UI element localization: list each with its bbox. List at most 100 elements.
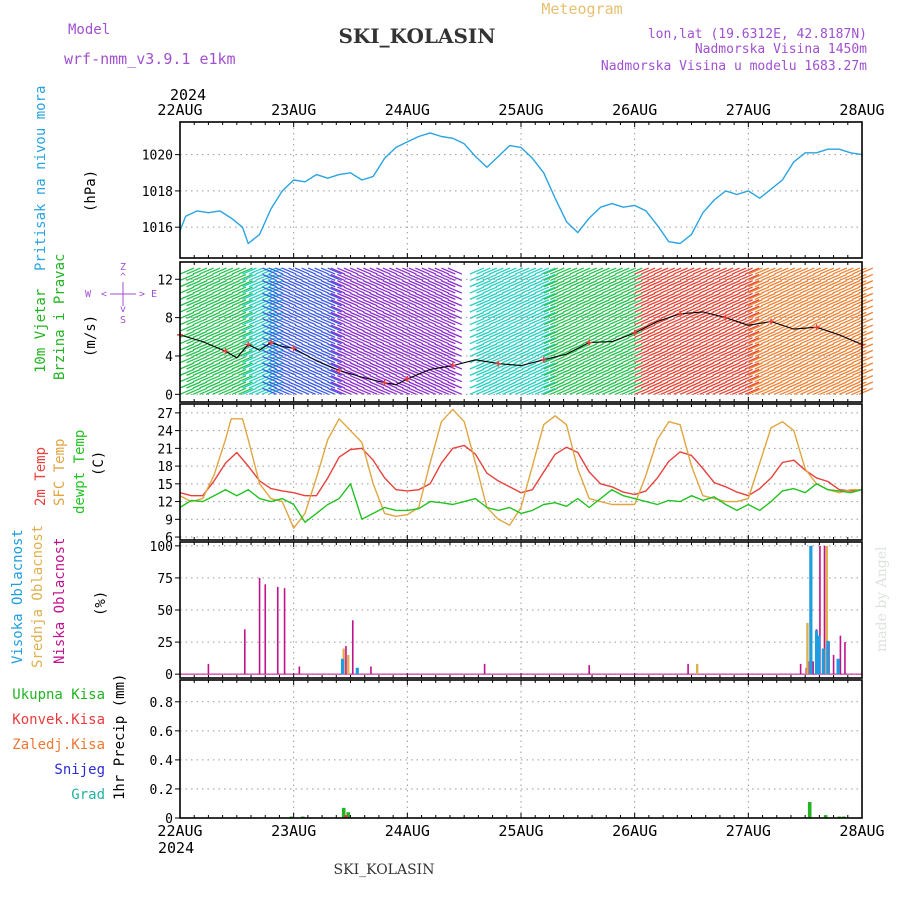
wind-barb [738, 286, 753, 294]
niska-oblacnost-bar [687, 663, 689, 675]
wind-barb [415, 337, 430, 345]
ukupna-kisa-bar [346, 812, 351, 818]
wind-barb [556, 349, 571, 357]
wind-barb [508, 286, 524, 294]
wind-barb [382, 267, 398, 275]
wind-barb [205, 343, 221, 351]
pressure-ytick-label: 1016 [142, 221, 173, 236]
wind-barb [660, 299, 675, 307]
wind-barb [212, 337, 227, 345]
wind-barb [382, 292, 398, 300]
wind-barb [320, 286, 336, 294]
wind-speed-marker [222, 348, 229, 355]
wind-barb [780, 267, 796, 275]
wind-barb [447, 387, 463, 395]
wind-barb [408, 280, 424, 288]
wind-barb [754, 330, 770, 338]
wind-barb [839, 280, 854, 288]
wind-barb [832, 387, 848, 395]
wind-barb [806, 381, 822, 389]
wind-barb [839, 387, 854, 395]
wind-barb [621, 299, 636, 307]
wind-barb [343, 337, 359, 345]
wind-barb [515, 349, 530, 357]
wind-barb [218, 337, 234, 345]
wind-barb [262, 381, 277, 389]
wind-barb [356, 305, 372, 313]
wind-barb [363, 324, 378, 332]
wind-barb [832, 305, 848, 313]
wind-barb [515, 356, 530, 364]
wind-barb [588, 368, 604, 376]
wind-barb [826, 299, 841, 307]
wind-barb [248, 362, 264, 370]
wind-barb [666, 305, 682, 313]
wind-barb [231, 343, 247, 351]
wind-barb [549, 368, 565, 376]
clouds-ytick-label: 0 [165, 668, 173, 683]
wind-barb [495, 280, 511, 288]
wind-barb [343, 267, 359, 275]
wind-barb [192, 280, 208, 288]
wind-barb [780, 286, 796, 294]
wind-barb [839, 343, 854, 351]
wind-barb [205, 305, 221, 313]
wind-barb [382, 280, 398, 288]
wind-barb [686, 337, 701, 345]
wind-barb [495, 387, 511, 395]
wind-barb [327, 349, 342, 357]
wind-barb [294, 330, 310, 338]
wind-barb [320, 387, 336, 395]
wind-barb [441, 381, 456, 389]
wind-barb [482, 349, 498, 357]
wind-barb [225, 292, 240, 300]
wind-barb [179, 280, 195, 288]
wind-barb [402, 305, 417, 313]
visoka-oblacnost-bar [826, 640, 830, 675]
wind-barb [288, 273, 303, 282]
wind-barb [441, 387, 456, 395]
wind-barb [627, 318, 643, 326]
wind-barb [767, 381, 783, 389]
wind-barb [634, 337, 649, 345]
wind-barb [666, 368, 682, 376]
wind-barb [852, 387, 867, 395]
wind-barb [330, 343, 346, 351]
wind-barb [692, 362, 708, 370]
wind-barb [421, 349, 437, 357]
wind-barb [314, 375, 329, 383]
wind-barb [787, 387, 802, 395]
wind-barb [712, 305, 727, 313]
wind-barb [845, 292, 861, 300]
wind-barb [502, 330, 517, 338]
wind-barb [819, 362, 835, 370]
wind-barb [395, 349, 411, 357]
wind-barb [476, 292, 491, 300]
wind-barb [534, 267, 550, 275]
wind-barb [774, 337, 789, 345]
wind-barb [281, 305, 297, 313]
wind-barb [382, 273, 398, 282]
wind-barb [673, 349, 688, 357]
wind-barb [575, 381, 591, 389]
wind-barb [819, 280, 835, 288]
wind-barb [718, 362, 734, 370]
wind-barb [294, 324, 310, 332]
wind-barb [767, 387, 783, 395]
wind-barb [408, 267, 424, 275]
wind-barb [408, 286, 424, 294]
wind-barb [813, 280, 828, 288]
wind-barb [819, 356, 835, 364]
wind-barb [231, 368, 247, 376]
wind-barb [569, 286, 584, 294]
wind-barb [515, 318, 530, 326]
wind-barb [447, 375, 463, 383]
wind-barb [627, 311, 643, 319]
wind-barb [621, 311, 636, 319]
wind-barb [800, 280, 815, 288]
wind-speed-marker [449, 362, 456, 369]
wind-barb [819, 311, 835, 319]
wind-barb [767, 368, 783, 376]
wind-barb [482, 280, 498, 288]
precip-legend-total: Ukupna Kisa [12, 687, 105, 703]
